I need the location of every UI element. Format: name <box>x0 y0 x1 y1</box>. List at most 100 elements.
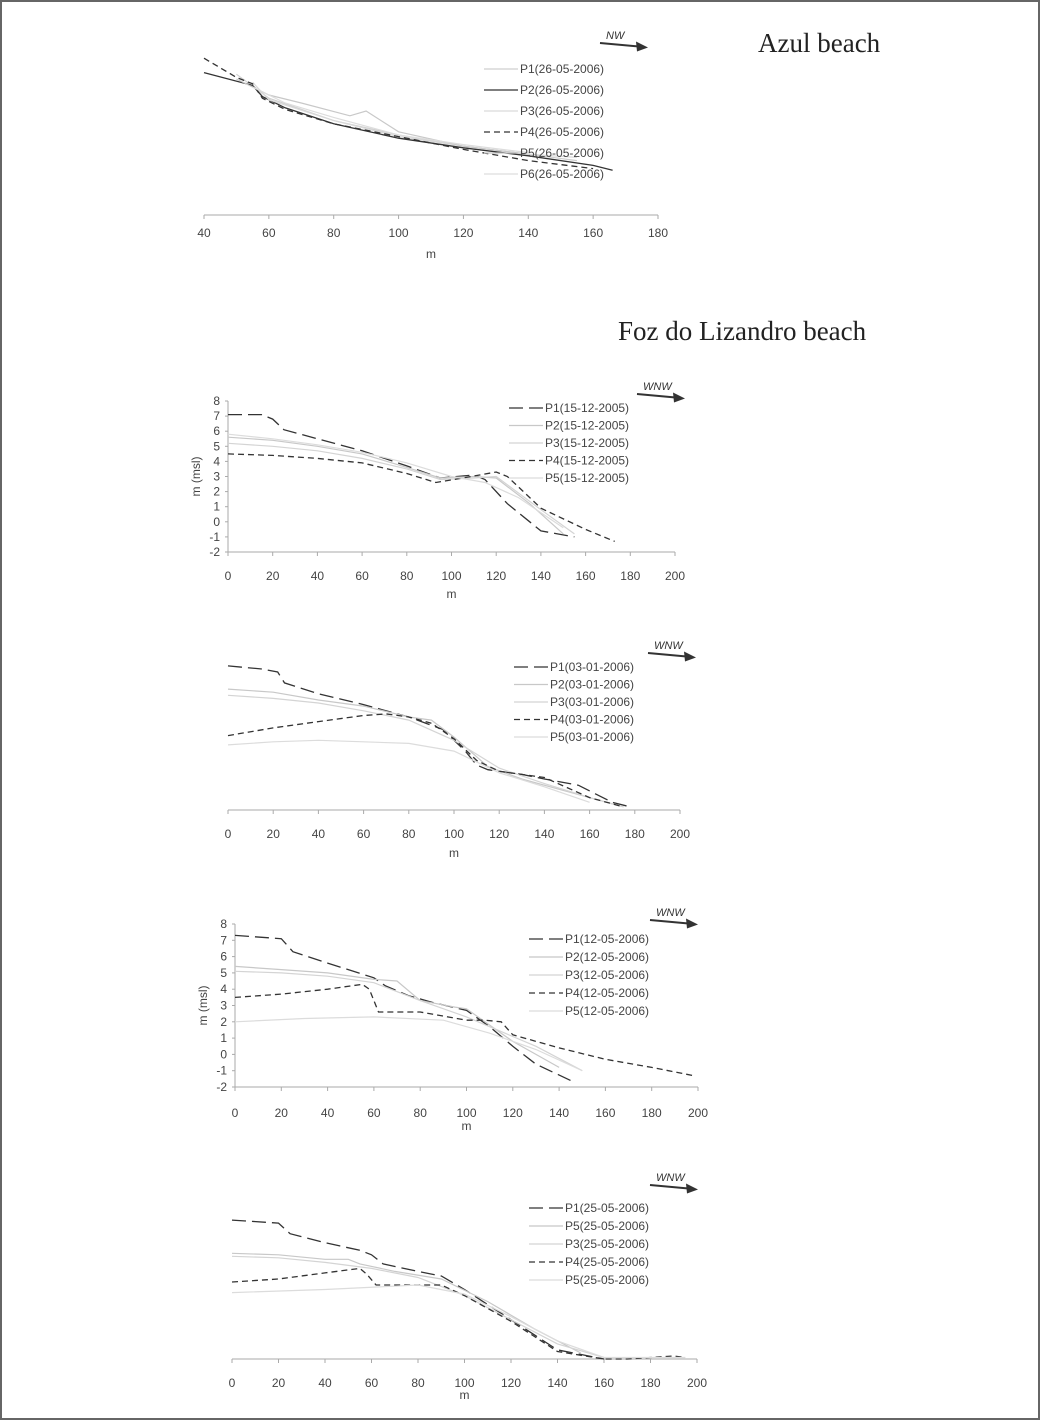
legend-label: P1(25-05-2006) <box>565 1201 649 1215</box>
legend-label: P3(15-12-2005) <box>545 436 629 450</box>
legend-label: P4(15-12-2005) <box>545 454 629 468</box>
legend-label: P1(12-05-2006) <box>565 932 649 946</box>
series-line <box>231 1267 686 1360</box>
series-line <box>234 970 583 1072</box>
x-axis-title: m <box>460 1388 470 1402</box>
series-line <box>234 934 571 1082</box>
chart-2: 0 20 40 60 80 100 120 140 160 180 200m-2-101234567… <box>189 381 685 601</box>
x-tick-label: 60 <box>262 226 276 240</box>
y-tick-label: -1 <box>209 530 220 544</box>
x-tick-label: 0 <box>225 569 232 583</box>
y-tick-label: 2 <box>213 485 220 499</box>
y-tick-label: 0 <box>213 515 220 529</box>
legend-label: P2(03-01-2006) <box>550 678 634 692</box>
x-tick-label: 140 <box>547 1376 567 1390</box>
series-line <box>227 453 615 543</box>
x-tick-label: 20 <box>266 569 280 583</box>
series-line <box>227 739 590 803</box>
series-line <box>227 442 575 535</box>
x-tick-label: 60 <box>365 1376 379 1390</box>
y-tick-label: -1 <box>216 1064 227 1078</box>
legend-label: P5(25-05-2006) <box>565 1219 649 1233</box>
x-tick-label: 40 <box>197 226 211 240</box>
series-line <box>227 688 613 805</box>
x-tick-label: 0 <box>229 1376 236 1390</box>
x-tick-label: 100 <box>389 226 409 240</box>
legend-label: P6(26-05-2006) <box>520 167 604 181</box>
x-tick-label: 0 <box>232 1106 239 1120</box>
series-line <box>231 1284 686 1359</box>
legend-label: P1(03-01-2006) <box>550 660 634 674</box>
legend-label: P3(25-05-2006) <box>565 1237 649 1251</box>
x-tick-label: 100 <box>444 827 464 841</box>
series-line <box>236 78 529 155</box>
series-line <box>231 1255 605 1359</box>
x-tick-label: 100 <box>441 569 461 583</box>
x-tick-label: 180 <box>640 1376 660 1390</box>
x-tick-label: 120 <box>486 569 506 583</box>
y-tick-label: 2 <box>220 1015 227 1029</box>
legend-label: P4(26-05-2006) <box>520 125 604 139</box>
y-axis-title: m (msl) <box>189 457 203 497</box>
x-tick-label: 60 <box>367 1106 381 1120</box>
x-tick-label: 80 <box>400 569 414 583</box>
x-tick-label: 200 <box>687 1376 707 1390</box>
x-tick-label: 100 <box>456 1106 476 1120</box>
x-axis-title: m <box>447 587 457 601</box>
series-line <box>227 433 564 529</box>
x-tick-label: 0 <box>225 827 232 841</box>
y-tick-label: 1 <box>213 500 220 514</box>
x-tick-label: 40 <box>312 827 326 841</box>
x-tick-label: 160 <box>576 569 596 583</box>
legend-label: P5(03-01-2006) <box>550 730 634 744</box>
series-line <box>252 86 529 154</box>
y-tick-label: 3 <box>220 999 227 1013</box>
series-line <box>203 57 594 170</box>
x-tick-label: 160 <box>595 1106 615 1120</box>
legend-label: P4(03-01-2006) <box>550 713 634 727</box>
x-tick-label: 80 <box>414 1106 428 1120</box>
direction-arrow-head <box>684 651 696 662</box>
direction-arrow-head <box>673 392 685 403</box>
legend-label: P3(26-05-2006) <box>520 104 604 118</box>
direction-arrow-head <box>686 1183 698 1194</box>
direction-label: WNW <box>654 640 684 652</box>
legend-label: P3(03-01-2006) <box>550 695 634 709</box>
chart-5: 0 20 40 60 80 100 120 140 160 180 200 m P1(25-05-200… <box>229 1172 708 1402</box>
x-tick-label: 60 <box>357 827 371 841</box>
y-axis-title: m (msl) <box>196 986 210 1026</box>
x-tick-label: 20 <box>275 1106 289 1120</box>
x-tick-label: 80 <box>411 1376 425 1390</box>
y-tick-label: 4 <box>220 982 227 996</box>
legend-label: P5(26-05-2006) <box>520 146 604 160</box>
chart-1: 40 60 80 100 120 140 160 180 m P1(26-05-2006) P2(2… <box>197 30 668 261</box>
x-tick-label: 120 <box>503 1106 523 1120</box>
series-line <box>228 413 575 538</box>
legend-label: P5(12-05-2006) <box>565 1004 649 1018</box>
y-tick-label: 8 <box>220 917 227 931</box>
x-tick-label: 140 <box>518 226 538 240</box>
y-tick-label: -2 <box>216 1080 227 1094</box>
series-line <box>234 983 694 1077</box>
x-tick-label: 100 <box>454 1376 474 1390</box>
x-tick-label: 140 <box>531 569 551 583</box>
direction-arrow-head <box>636 41 648 52</box>
direction-arrow-head <box>686 918 698 929</box>
x-tick-label: 180 <box>620 569 640 583</box>
y-tick-label: 1 <box>220 1031 227 1045</box>
x-tick-label: 160 <box>583 226 603 240</box>
direction-label: WNW <box>656 907 686 919</box>
y-tick-label: 7 <box>220 933 227 947</box>
series-line <box>227 694 624 808</box>
x-axis-title: m <box>426 247 436 261</box>
x-tick-label: 200 <box>670 827 690 841</box>
legend-label: P1(26-05-2006) <box>520 62 604 76</box>
series-line <box>227 436 564 535</box>
x-tick-label: 200 <box>688 1106 708 1120</box>
y-tick-label: 5 <box>213 439 220 453</box>
x-tick-label: 40 <box>311 569 325 583</box>
legend-label: P5(25-05-2006) <box>565 1273 649 1287</box>
y-tick-label: 6 <box>220 950 227 964</box>
x-tick-label: 60 <box>355 569 369 583</box>
